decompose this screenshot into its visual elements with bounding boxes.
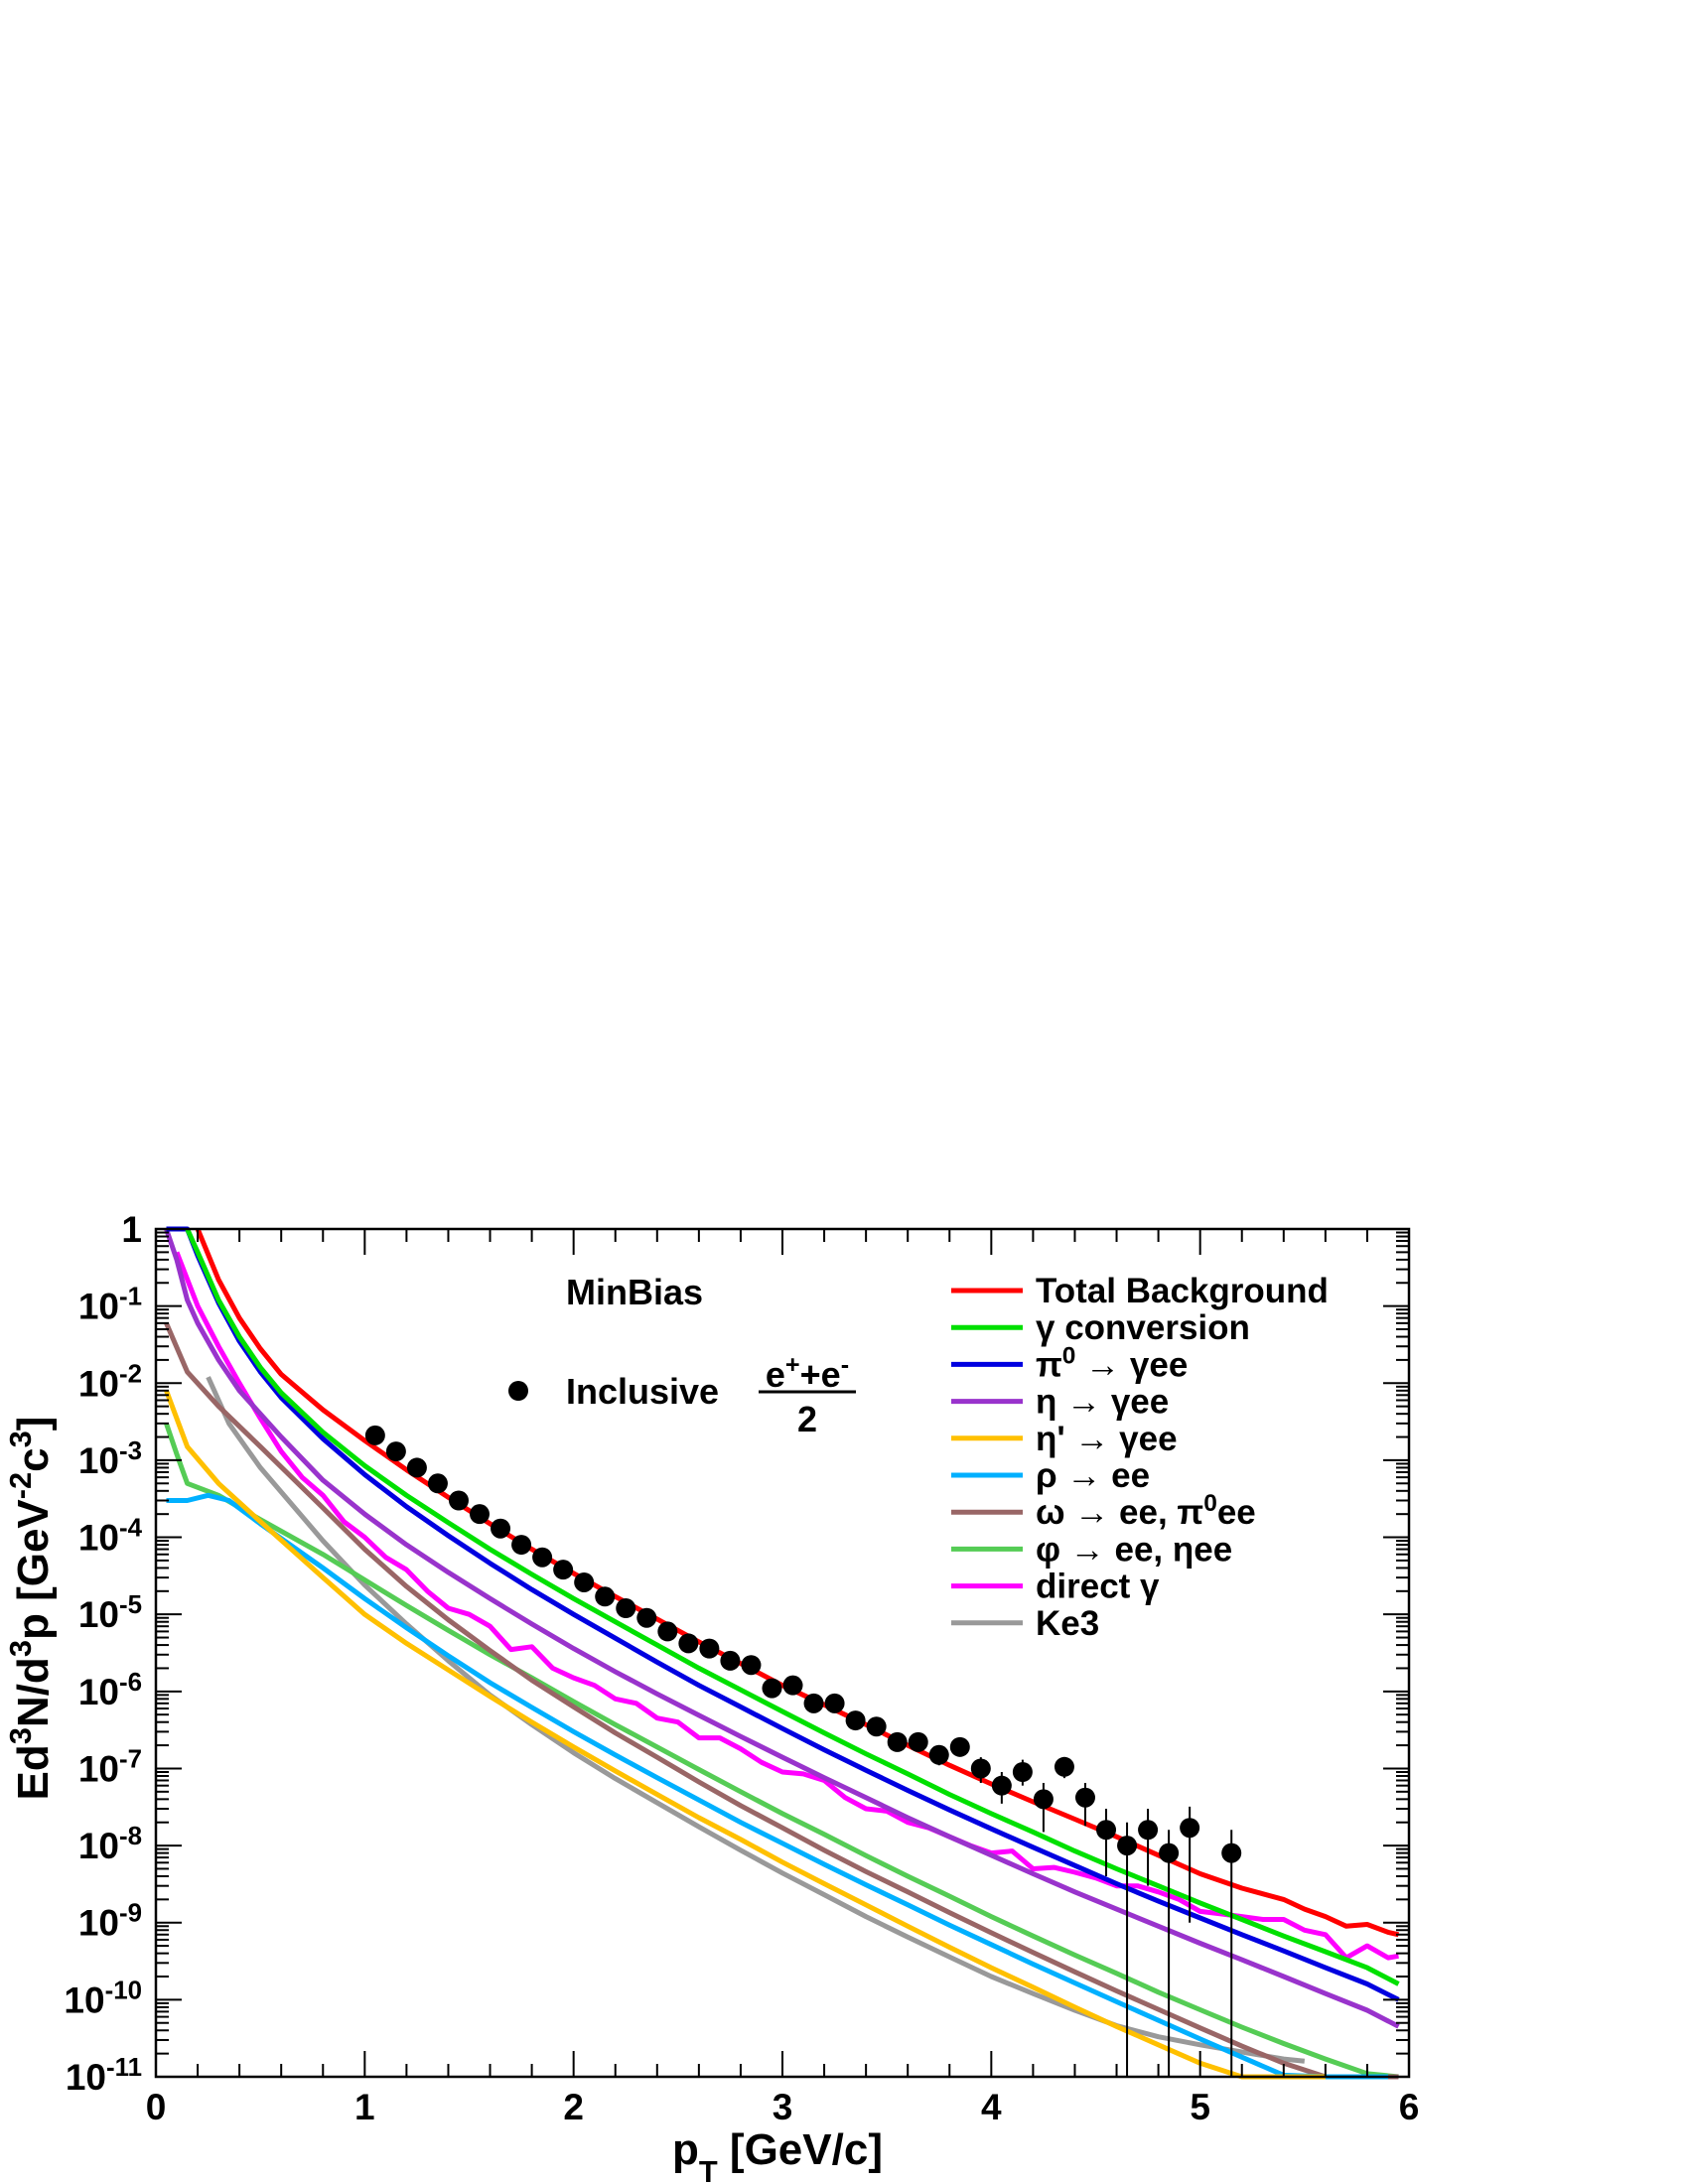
data-point — [1221, 1843, 1241, 1863]
data-point — [762, 1679, 781, 1699]
y-tick-label: 10-10 — [64, 1977, 142, 2020]
data-point — [867, 1716, 887, 1736]
y-tick-labels: 10-1110-1010-910-810-710-610-510-410-310… — [64, 1209, 142, 2098]
legend-entry: φ → ee, ηee — [951, 1530, 1232, 1569]
data-point — [909, 1732, 928, 1752]
data-point — [386, 1441, 406, 1461]
data-point — [1075, 1788, 1095, 1808]
legend-label: Total Background — [1036, 1272, 1329, 1310]
y-axis-title: Ed3N/d3p [GeV-2c3] — [3, 1417, 59, 1801]
data-point — [1180, 1818, 1199, 1838]
data-point — [553, 1560, 573, 1579]
legend-label: φ → ee, ηee — [1036, 1530, 1232, 1569]
data-point — [929, 1745, 949, 1765]
data-point — [950, 1737, 970, 1757]
legend-entry: Ke3 — [951, 1604, 1099, 1643]
data-point — [657, 1621, 677, 1641]
data-point — [616, 1598, 635, 1618]
x-tick-labels: 0 1 2 3 4 5 6 — [146, 2087, 1420, 2127]
x-tick-label: 1 — [354, 2087, 375, 2127]
data-point — [992, 1776, 1012, 1796]
x-tick-label: 2 — [563, 2087, 584, 2127]
legend-entry: Total Background — [951, 1272, 1329, 1310]
y-tick-label: 10-7 — [78, 1745, 142, 1789]
data-point — [595, 1586, 615, 1606]
x-tick-label: 3 — [773, 2087, 793, 2127]
data-point — [511, 1535, 531, 1555]
legend-label: Ke3 — [1036, 1604, 1099, 1643]
legend-entry: ω → ee, π0ee — [951, 1490, 1256, 1533]
y-tick-label: 10-9 — [78, 1900, 142, 1944]
y-tick-label: 10-6 — [78, 1669, 142, 1712]
legend-label: ω → ee, π0ee — [1036, 1490, 1256, 1533]
legend-entry: η' → γee — [951, 1420, 1178, 1458]
legend-label: π0 → γee — [1036, 1342, 1188, 1385]
data-point — [825, 1694, 845, 1713]
x-tick-label: 4 — [981, 2087, 1002, 2127]
legend-label: η' → γee — [1036, 1420, 1178, 1458]
data-point — [971, 1758, 991, 1778]
series-line-7 — [167, 1424, 1399, 2077]
series-line-6 — [167, 1323, 1399, 2077]
data-point — [720, 1651, 740, 1671]
data-point — [491, 1519, 510, 1539]
y-tick-label: 1 — [121, 1209, 142, 1250]
legend-entry: γ conversion — [951, 1308, 1250, 1347]
data-point — [804, 1694, 824, 1713]
data-point — [1055, 1757, 1074, 1777]
y-tick-label: 10-2 — [78, 1360, 142, 1404]
data-point — [888, 1732, 908, 1752]
x-axis-title: pT [GeV/c] — [672, 2125, 883, 2184]
y-tick-label: 10-3 — [78, 1437, 142, 1481]
y-tick-label: 10-8 — [78, 1823, 142, 1866]
data-point — [699, 1639, 719, 1659]
data-point — [1159, 1843, 1179, 1863]
data-point — [678, 1633, 698, 1653]
data-point — [428, 1473, 448, 1493]
data-point — [365, 1426, 385, 1445]
x-tick-label: 6 — [1399, 2087, 1420, 2127]
data-point — [449, 1491, 469, 1511]
y-tick-label: 10-4 — [78, 1515, 143, 1559]
x-tick-label: 0 — [146, 2087, 167, 2127]
data-point — [407, 1457, 427, 1477]
legend-entry: direct γ — [951, 1568, 1160, 1606]
data-point — [1013, 1762, 1033, 1782]
data-point — [470, 1504, 490, 1524]
data-legend-entry: Inclusive e++e- 2 — [508, 1351, 856, 1439]
data-legend-marker — [508, 1381, 528, 1401]
annotation-minbias: MinBias — [566, 1272, 703, 1312]
data-point — [532, 1548, 552, 1568]
data-legend-label: Inclusive — [566, 1371, 719, 1412]
data-point — [636, 1608, 656, 1628]
y-tick-label: 10-11 — [66, 2054, 142, 2098]
data-point — [1096, 1820, 1116, 1840]
data-legend-numerator: e++e- — [766, 1351, 849, 1395]
legend-entry: ρ → ee — [951, 1456, 1150, 1495]
data-point — [741, 1655, 761, 1675]
legend-label: direct γ — [1036, 1568, 1160, 1606]
x-tick-label: 5 — [1190, 2087, 1210, 2127]
data-point — [1034, 1789, 1054, 1809]
series-line-5 — [167, 1495, 1389, 2077]
y-tick-label: 10-5 — [78, 1591, 142, 1635]
legend-entry: η → γee — [951, 1383, 1169, 1422]
legend-label: η → γee — [1036, 1383, 1169, 1422]
y-tick-label: 10-1 — [78, 1284, 142, 1327]
data-legend-denominator: 2 — [797, 1399, 817, 1439]
legend-label: ρ → ee — [1036, 1456, 1150, 1495]
data-point — [783, 1676, 803, 1696]
data-point — [1138, 1820, 1158, 1840]
data-point — [574, 1572, 594, 1592]
data-point — [846, 1710, 866, 1730]
legend-entry: π0 → γee — [951, 1342, 1188, 1385]
data-point — [1117, 1836, 1137, 1855]
